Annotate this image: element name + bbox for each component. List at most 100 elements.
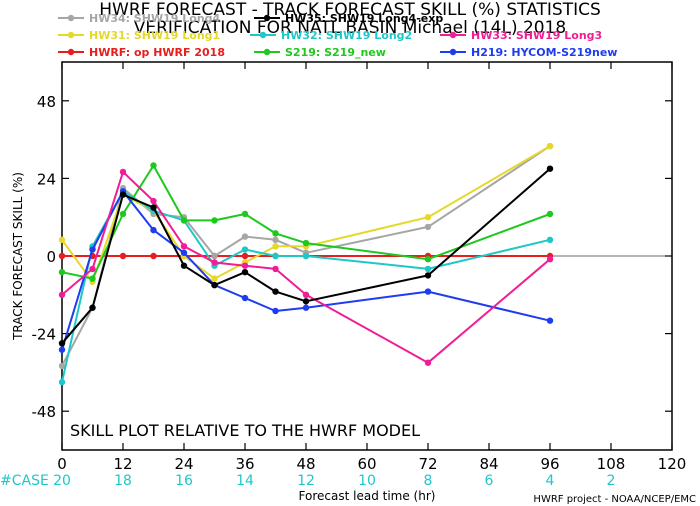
point-hw32-shw19-long2-0 <box>58 378 66 386</box>
point-h219-hycom-s219new-24 <box>180 249 188 256</box>
point-h219-hycom-s219new-42 <box>272 307 279 315</box>
case-count-0: 20 <box>53 473 71 489</box>
series-hw33-shw19-long3 <box>58 168 554 366</box>
legend-marker-hw33-shw19-long3 <box>449 31 457 39</box>
x-tick-label-84: 84 <box>479 455 498 473</box>
point-hw35-shw19-long4-exp-0 <box>58 340 66 347</box>
series-hw32-shw19-long2 <box>58 188 554 386</box>
point-s219-s219-new-6 <box>89 275 96 282</box>
axis-ticks: 0 12 24 36 48 60 72 84 96 108 120 -48 -24 0 24 48 <box>32 62 687 473</box>
x-tick-label-48: 48 <box>296 455 315 473</box>
point-hw33-shw19-long3-42 <box>272 265 279 273</box>
legend-item-h219-hycom-s219new: H219: HYCOM-S219new <box>440 46 617 59</box>
point-hw34-shw19-long4-36 <box>241 233 249 240</box>
point-h219-hycom-s219new-48 <box>302 304 310 311</box>
point-s219-s219-new-0 <box>58 268 66 276</box>
point-hw35-shw19-long4-exp-36 <box>241 268 249 276</box>
x-tick-label-108: 108 <box>597 455 626 473</box>
x-tick-label-12: 12 <box>113 455 132 473</box>
legend-label-hw31-shw19-long1: HW31: SHW19 Long1 <box>89 29 220 42</box>
point-hw33-shw19-long3-96 <box>546 256 554 263</box>
point-hw35-shw19-long4-exp-48 <box>302 298 310 305</box>
point-hw35-shw19-long4-exp-42 <box>272 288 279 295</box>
point-h219-hycom-s219new-0 <box>58 346 66 353</box>
legend-label-hw32-shw19-long2: HW32: SHW19 Long2 <box>281 29 412 42</box>
point-hw31-shw19-long1-72 <box>424 214 432 221</box>
point-hw31-shw19-long1-30 <box>211 275 218 282</box>
point-s219-s219-new-12 <box>119 210 127 218</box>
legend-item-hw35-shw19-long4-exp: HW35: SHW19 Long4-exp <box>254 12 443 25</box>
point-h219-hycom-s219new-72 <box>424 288 432 295</box>
point-hw33-shw19-long3-36 <box>241 262 249 269</box>
reference-note: SKILL PLOT RELATIVE TO THE HWRF MODEL <box>70 421 420 440</box>
point-hw34-shw19-long4-42 <box>272 236 279 244</box>
legend-marker-s219-s219-new <box>263 48 271 56</box>
legend-marker-hw34-shw19-long4 <box>67 14 75 22</box>
y-tick-label-24: 24 <box>37 170 56 188</box>
point-hw33-shw19-long3-18 <box>150 197 157 205</box>
point-hw31-shw19-long1-96 <box>546 142 554 150</box>
point-hwrf-op-hwrf-2018-36 <box>241 252 249 260</box>
x-tick-label-36: 36 <box>235 455 254 473</box>
point-hw32-shw19-long2-72 <box>424 265 432 273</box>
point-hw33-shw19-long3-48 <box>302 291 310 298</box>
y-axis-label: TRACK FORECAST SKILL (%) <box>11 172 25 341</box>
point-s219-s219-new-30 <box>211 217 218 224</box>
point-hw32-shw19-long2-42 <box>272 252 279 260</box>
point-hw32-shw19-long2-36 <box>241 246 249 253</box>
point-s219-s219-new-36 <box>241 210 249 218</box>
point-h219-hycom-s219new-96 <box>546 317 554 324</box>
series-lines <box>58 142 554 386</box>
legend-marker-hwrf-op-hwrf-2018 <box>67 48 75 56</box>
legend-label-hw35-shw19-long4-exp: HW35: SHW19 Long4-exp <box>285 12 443 25</box>
point-hw35-shw19-long4-exp-18 <box>150 204 157 211</box>
case-count-60: 10 <box>358 473 376 489</box>
series-line-hw32-shw19-long2 <box>61 190 551 383</box>
point-hw32-shw19-long2-96 <box>546 236 554 244</box>
legend-item-hw31-shw19-long1: HW31: SHW19 Long1 <box>58 29 220 42</box>
legend-marker-hw32-shw19-long2 <box>259 31 267 39</box>
case-count-24: 16 <box>175 473 193 489</box>
point-hw35-shw19-long4-exp-12 <box>119 191 127 198</box>
series-hw35-shw19-long4-exp <box>58 165 554 347</box>
point-hw32-shw19-long2-48 <box>302 252 310 260</box>
x-tick-label-72: 72 <box>418 455 437 473</box>
point-h219-hycom-s219new-18 <box>150 226 157 234</box>
point-s219-s219-new-42 <box>272 230 279 237</box>
point-s219-s219-new-18 <box>150 162 157 169</box>
point-h219-hycom-s219new-6 <box>89 246 96 253</box>
point-hw35-shw19-long4-exp-96 <box>546 165 554 172</box>
legend-label-h219-hycom-s219new: H219: HYCOM-S219new <box>471 46 617 59</box>
x-axis-label: Forecast lead time (hr) <box>299 489 436 503</box>
legend-label-hwrf-op-hwrf-2018: HWRF: op HWRF 2018 <box>89 46 225 59</box>
legend-label-s219-s219-new: S219: S219_new <box>285 46 386 59</box>
point-hw31-shw19-long1-0 <box>58 236 66 244</box>
point-hw34-shw19-long4-0 <box>58 362 66 370</box>
case-counts: 20 18 16 14 12 10 8 6 4 2 <box>53 473 615 489</box>
point-hw33-shw19-long3-12 <box>119 168 127 176</box>
point-s219-s219-new-48 <box>302 239 310 247</box>
x-tick-label-120: 120 <box>658 455 687 473</box>
legend-item-s219-s219-new: S219: S219_new <box>254 46 386 59</box>
point-hw35-shw19-long4-exp-24 <box>180 262 188 269</box>
y-tick-label-48: -48 <box>32 403 57 421</box>
point-s219-s219-new-96 <box>546 210 554 218</box>
series-hw31-shw19-long1 <box>58 142 554 286</box>
chart-title-line1: HWRF FORECAST - TRACK FORECAST SKILL (%)… <box>99 0 601 20</box>
case-count-84: 6 <box>485 473 494 489</box>
legend-label-hw34-shw19-long4: HW34: SHW19 Long4 <box>89 12 221 25</box>
point-hw31-shw19-long1-42 <box>272 243 279 250</box>
y-tick-label-48: 48 <box>37 93 56 111</box>
point-hw34-shw19-long4-30 <box>211 252 218 260</box>
credit-text: HWRF project - NOAA/NCEP/EMC <box>533 494 696 505</box>
point-hw35-shw19-long4-exp-72 <box>424 272 432 279</box>
point-h219-hycom-s219new-36 <box>241 294 249 302</box>
case-count-48: 12 <box>297 473 315 489</box>
case-label: #CASE <box>0 473 49 489</box>
point-hw33-shw19-long3-72 <box>424 359 432 366</box>
legend-marker-hw31-shw19-long1 <box>67 31 75 39</box>
legend-label-hw33-shw19-long3: HW33: SHW19 Long3 <box>471 29 602 42</box>
case-count-108: 2 <box>607 473 616 489</box>
case-count-72: 8 <box>424 473 433 489</box>
